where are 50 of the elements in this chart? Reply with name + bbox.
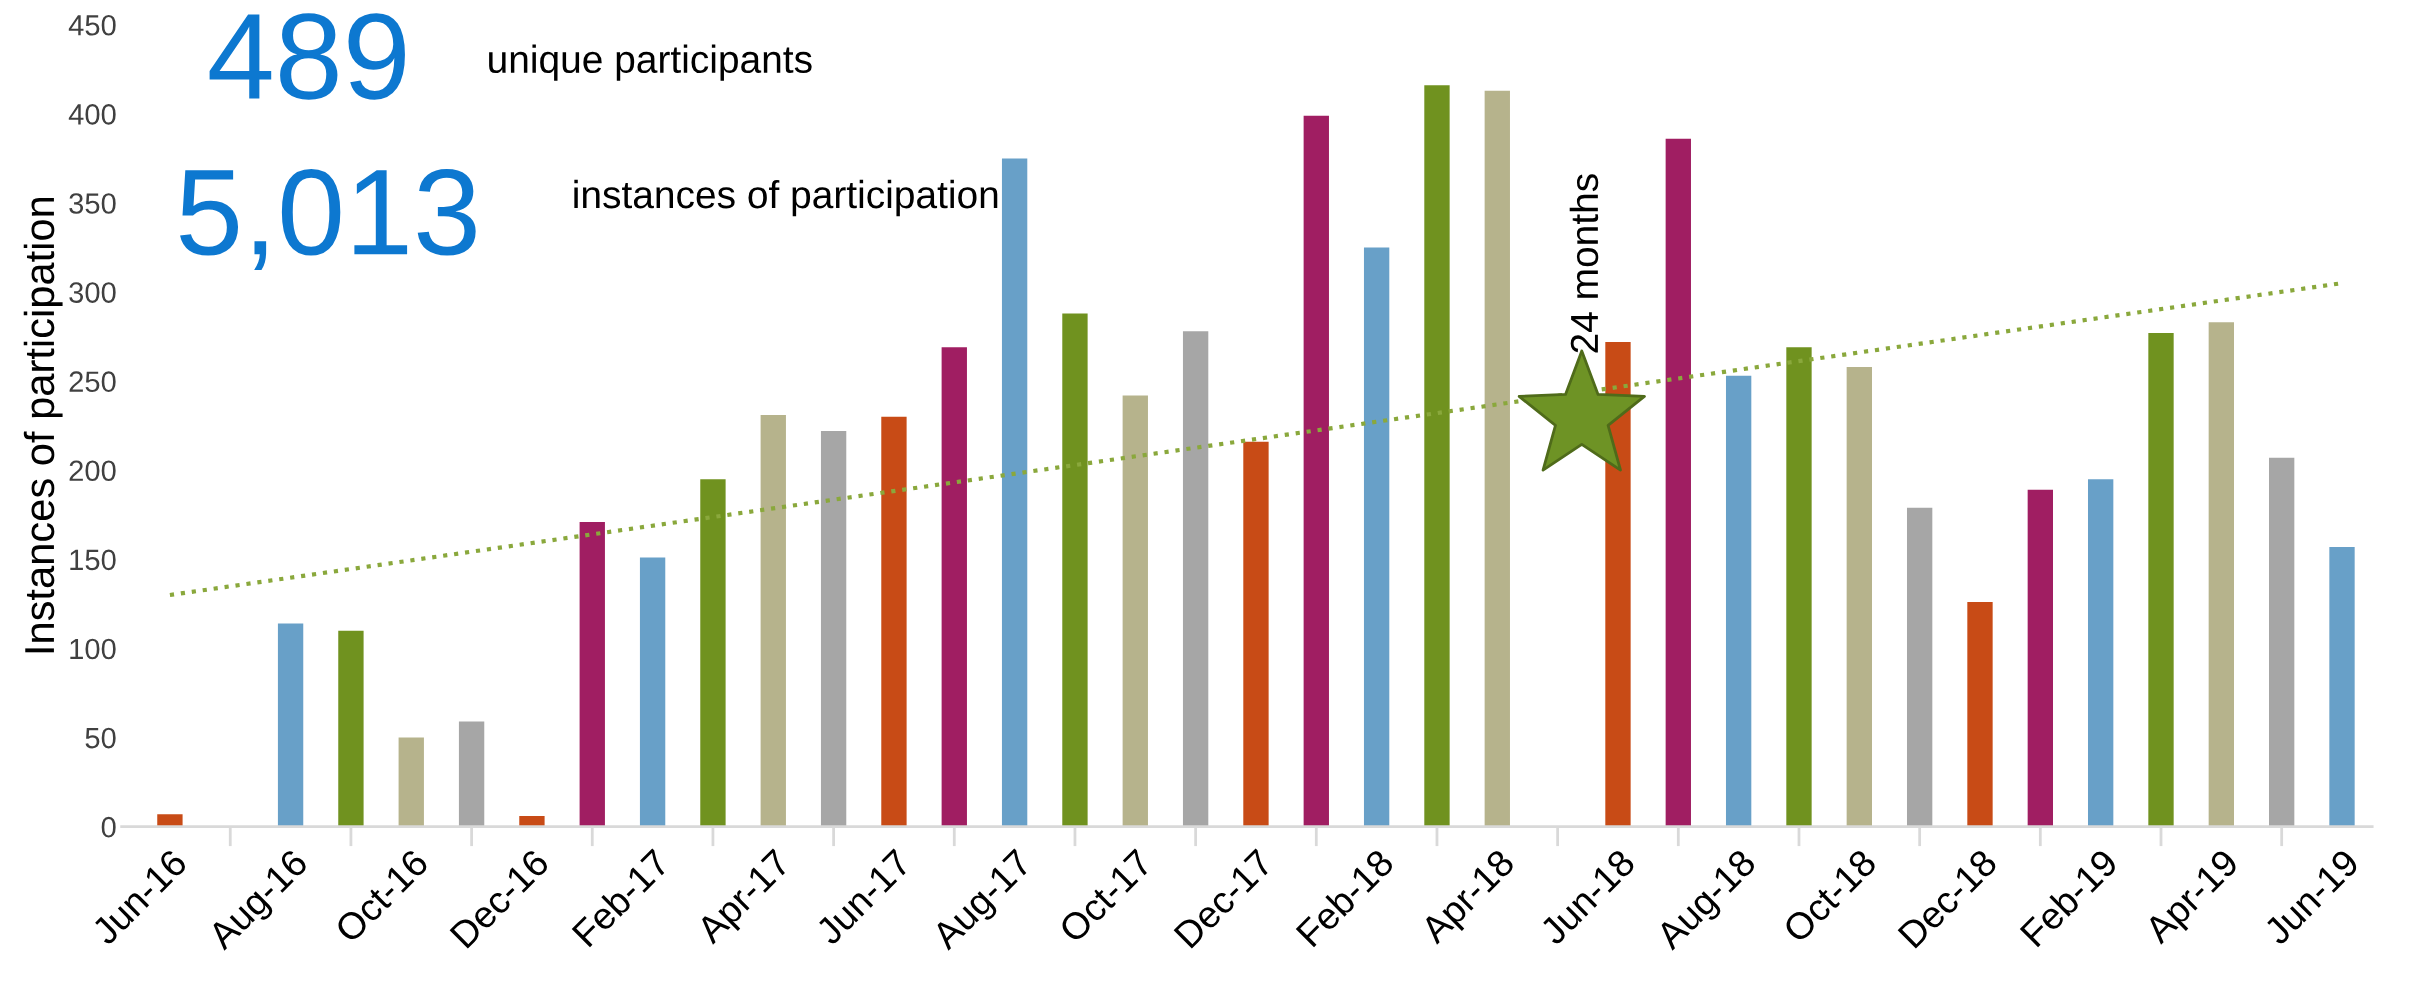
y-axis-title: Instances of participation — [23, 197, 63, 653]
y-tick-label: 250 — [69, 371, 116, 393]
bar — [2087, 479, 2114, 827]
bar — [760, 415, 786, 827]
y-tick-label: 300 — [69, 282, 116, 303]
bar — [1605, 341, 1631, 827]
bar — [157, 814, 183, 827]
y-tick-label: 400 — [68, 104, 116, 125]
bar — [2148, 333, 2174, 827]
bar — [2269, 457, 2295, 827]
bar — [881, 416, 907, 827]
bar — [941, 347, 967, 827]
bar — [2208, 322, 2235, 827]
bar — [579, 521, 605, 827]
annotation: unique participants — [489, 44, 812, 81]
y-tick-label: 0 — [101, 816, 116, 838]
bar — [820, 431, 847, 827]
bar — [1484, 90, 1510, 827]
bar — [277, 623, 304, 827]
bar — [2329, 546, 2355, 827]
annotation: 5,013 — [180, 169, 476, 270]
bar — [1906, 507, 1933, 827]
y-tick-label: 50 — [85, 727, 116, 749]
bar — [338, 630, 364, 827]
bar — [1665, 138, 1691, 827]
bar — [1424, 85, 1450, 827]
bar — [1967, 602, 1993, 827]
y-tick-label: 150 — [70, 549, 116, 571]
bar — [398, 737, 424, 827]
bar — [458, 721, 485, 827]
bar — [2027, 489, 2053, 827]
bar — [639, 557, 666, 827]
bar — [1001, 158, 1028, 827]
bar — [1303, 115, 1329, 827]
bar — [1243, 441, 1269, 827]
annotation: 489 — [209, 13, 405, 100]
y-tick-label: 450 — [68, 14, 116, 36]
bar — [1846, 366, 1872, 827]
annotation: 24 months — [1569, 174, 1599, 353]
y-tick-label: 100 — [70, 638, 116, 660]
bar — [1182, 331, 1209, 827]
bar — [1122, 395, 1148, 827]
bar — [1725, 375, 1752, 827]
bar — [1363, 247, 1390, 827]
y-tick-label: 200 — [69, 460, 116, 482]
bar — [700, 479, 726, 827]
y-tick-label: 350 — [69, 193, 116, 214]
annotation: instances of participation — [574, 179, 998, 217]
bar — [1062, 313, 1088, 827]
bar — [1786, 347, 1812, 827]
